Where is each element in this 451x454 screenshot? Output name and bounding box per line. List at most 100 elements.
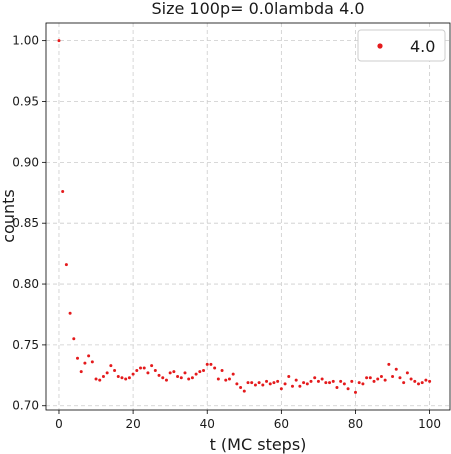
axis-ticks: 0 20 40 60 80 100 0.70 0.75 0.80 0.85 0.90 0.95 1.00 <box>12 34 441 431</box>
y-tick-label: 0.90 <box>12 155 39 169</box>
data-point <box>309 379 313 383</box>
data-point <box>398 376 402 380</box>
data-point <box>342 382 346 386</box>
data-point <box>116 375 120 379</box>
data-point <box>365 376 369 380</box>
data-point <box>305 382 309 386</box>
data-point <box>320 377 324 381</box>
data-point <box>283 382 287 386</box>
data-point <box>150 364 154 368</box>
data-point <box>83 361 87 365</box>
data-point <box>120 376 124 380</box>
data-point <box>109 364 113 368</box>
plot-frame <box>45 22 451 411</box>
data-point <box>346 387 350 391</box>
y-axis-label: counts <box>0 189 18 242</box>
data-point <box>153 368 157 372</box>
data-point <box>209 362 213 366</box>
data-point <box>302 381 306 385</box>
data-point <box>239 385 243 389</box>
data-point <box>190 376 194 380</box>
chart-title: Size 100p= 0.0lambda 4.0 <box>151 0 364 18</box>
data-point <box>68 311 72 315</box>
x-tick-label: 20 <box>125 417 140 431</box>
data-point <box>357 381 361 385</box>
data-point <box>105 371 109 375</box>
data-point <box>79 370 83 374</box>
data-point <box>387 362 391 366</box>
data-point <box>424 378 428 382</box>
data-point <box>194 372 198 376</box>
data-point <box>272 381 276 385</box>
x-tick-label: 100 <box>418 417 441 431</box>
data-point <box>235 382 239 386</box>
data-point <box>287 375 291 379</box>
data-point <box>72 337 76 341</box>
data-point <box>224 378 228 382</box>
data-point <box>290 384 294 388</box>
y-tick-label: 0.75 <box>12 338 39 352</box>
data-point <box>268 382 272 386</box>
data-point <box>313 376 317 380</box>
data-point <box>220 368 224 372</box>
data-point <box>227 377 231 381</box>
data-point <box>372 379 376 383</box>
data-point <box>127 376 131 380</box>
data-point <box>294 378 298 382</box>
data-point <box>257 381 261 385</box>
y-tick-label: 0.85 <box>12 216 39 230</box>
data-point <box>339 379 343 383</box>
data-point <box>383 378 387 382</box>
data-point <box>331 379 335 383</box>
data-point <box>298 384 302 388</box>
data-point <box>179 376 183 380</box>
data-point <box>379 375 383 379</box>
data-point <box>276 379 280 383</box>
legend-label: 4.0 <box>410 37 435 56</box>
data-point <box>139 366 143 370</box>
data-point <box>405 371 409 375</box>
data-point <box>157 373 161 377</box>
data-point <box>213 366 217 370</box>
legend: 4.0 <box>357 29 446 62</box>
data-point <box>161 376 165 380</box>
data-point <box>216 377 220 381</box>
data-point <box>142 366 146 370</box>
data-point <box>113 368 117 372</box>
legend-marker <box>377 43 383 49</box>
data-point <box>409 377 413 381</box>
data-point <box>253 383 257 387</box>
data-point <box>265 379 269 383</box>
x-axis-label: t (MC steps) <box>210 435 307 454</box>
data-point <box>250 381 254 385</box>
data-point <box>168 371 172 375</box>
y-tick-label: 0.95 <box>12 94 39 108</box>
data-point <box>61 190 65 194</box>
data-point <box>172 370 176 374</box>
data-points <box>57 39 432 394</box>
data-point <box>416 382 420 386</box>
data-point <box>350 379 354 383</box>
x-tick-label: 0 <box>55 417 63 431</box>
data-point <box>328 381 332 385</box>
x-tick-label: 80 <box>348 417 363 431</box>
data-point <box>98 378 102 382</box>
data-point <box>76 356 80 360</box>
data-point <box>101 375 105 379</box>
data-point <box>57 39 61 43</box>
data-point <box>131 372 135 376</box>
data-point <box>261 383 265 387</box>
data-point <box>376 377 380 381</box>
data-point <box>246 381 250 385</box>
data-point <box>94 377 98 381</box>
data-point <box>279 387 283 391</box>
grid <box>46 23 450 410</box>
data-point <box>187 377 191 381</box>
data-point <box>402 381 406 385</box>
data-point <box>202 368 206 372</box>
data-point <box>124 377 128 381</box>
data-point <box>87 354 91 358</box>
x-tick-label: 40 <box>200 417 215 431</box>
data-point <box>316 379 320 383</box>
